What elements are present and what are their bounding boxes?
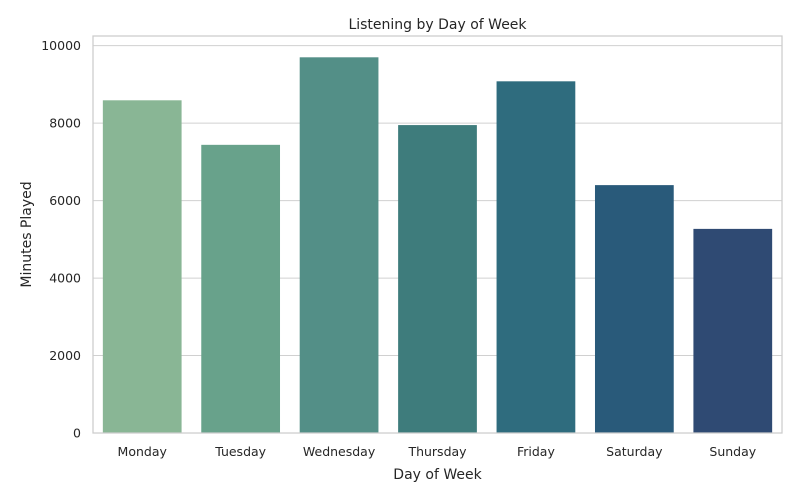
bar-wednesday	[299, 57, 379, 434]
x-tick-label: Wednesday	[303, 444, 376, 459]
chart-title: Listening by Day of Week	[348, 17, 527, 33]
bar-monday	[102, 100, 182, 434]
y-tick-label: 4000	[49, 271, 81, 286]
bars	[102, 57, 773, 434]
x-axis-label: Day of Week	[393, 467, 482, 483]
x-tick-label: Sunday	[709, 444, 756, 459]
bar-thursday	[398, 125, 477, 434]
x-tick-label: Monday	[118, 444, 168, 459]
plot-frame	[92, 35, 783, 434]
x-tick-label: Thursday	[407, 444, 467, 459]
x-tick-labels: Monday Tuesday Wednesday Thursday Friday Satu…	[118, 444, 757, 459]
x-tick-label: Tuesday	[214, 444, 266, 459]
y-tick-label: 0	[73, 426, 81, 441]
x-tick-label: Saturday	[606, 444, 663, 459]
x-tick-label: Friday	[517, 444, 555, 459]
bar-saturday	[594, 185, 674, 433]
y-axis-label: Minutes Played	[19, 181, 35, 287]
y-tick-labels: 0 2000 4000 6000 8000 10000	[41, 38, 81, 440]
y-tick-label: 2000	[49, 348, 81, 363]
bar-sunday	[693, 228, 773, 433]
bar-friday	[496, 81, 576, 433]
y-tick-label: 8000	[49, 116, 81, 131]
bar-tuesday	[201, 144, 281, 433]
y-tick-label: 6000	[49, 193, 81, 208]
y-tick-label: 10000	[41, 38, 81, 53]
